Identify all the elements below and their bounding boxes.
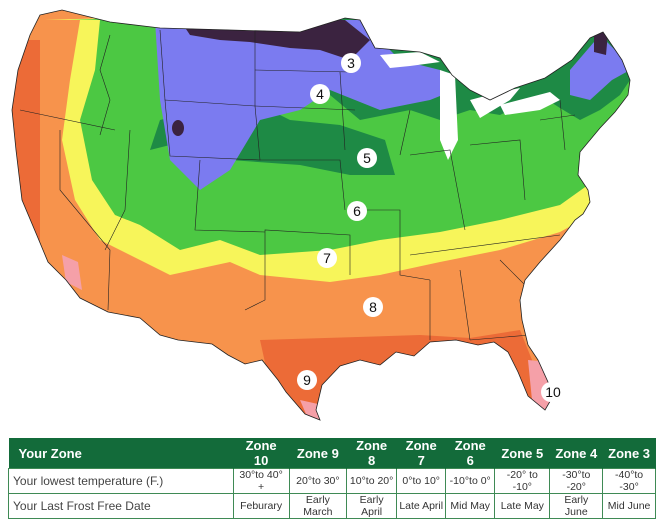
row-label: Your Last Frost Free Date	[8, 493, 234, 519]
zone-8-marker: 8	[363, 297, 383, 317]
table-cell: Early March	[288, 493, 348, 519]
table-row-lowest-temperature: Your lowest temperature (F.) 30°to 40° +…	[8, 468, 656, 494]
table-cell: Late May	[494, 493, 551, 519]
zone-9-marker: 9	[297, 370, 317, 390]
header-your-zone: Your Zone	[8, 438, 234, 469]
us-map-graphic	[11, 9, 631, 421]
zone-10-marker: 10	[541, 382, 565, 402]
table-cell: -10°to 0°	[445, 468, 496, 494]
table-cell: 0°to 10°	[396, 468, 447, 494]
zone-legend-table: Your Zone Zone 10 Zone 9 Zone 8 Zone 7 Z…	[8, 438, 656, 519]
zone-5-marker: 5	[357, 148, 377, 168]
table-cell: 20°to 30°	[288, 468, 348, 494]
zone-6-marker: 6	[347, 201, 367, 221]
table-cell: Feburary	[232, 493, 290, 519]
table-cell: Late April	[396, 493, 447, 519]
hardiness-zone-map: 3 4 5 6 7 8 9 10	[11, 9, 631, 421]
header-zone-7: Zone 7	[396, 438, 447, 469]
zone-3-marker: 3	[341, 53, 361, 73]
header-zone-8: Zone 8	[346, 438, 398, 469]
zone-4-marker: 4	[310, 84, 330, 104]
zone-7-marker: 7	[317, 248, 337, 268]
table-row-last-frost-date: Your Last Frost Free Date Feburary Early…	[8, 493, 656, 519]
table-cell: -30°to -20°	[549, 468, 604, 494]
table-cell: Mid June	[602, 493, 656, 519]
table-header-row: Your Zone Zone 10 Zone 9 Zone 8 Zone 7 Z…	[8, 438, 656, 469]
table-cell: Mid May	[445, 493, 496, 519]
table-cell: Early April	[346, 493, 398, 519]
table-cell: -40°to -30°	[602, 468, 656, 494]
header-zone-9: Zone 9	[289, 438, 348, 469]
table-cell: 30°to 40° +	[232, 468, 290, 494]
header-zone-5: Zone 5	[494, 438, 551, 469]
header-zone-6: Zone 6	[445, 438, 496, 469]
row-label: Your lowest temperature (F.)	[8, 468, 234, 494]
table-cell: Early June	[549, 493, 604, 519]
table-cell: -20° to -10°	[494, 468, 551, 494]
header-zone-10: Zone 10	[233, 438, 290, 469]
table-cell: 10°to 20°	[346, 468, 398, 494]
header-zone-3: Zone 3	[602, 438, 656, 469]
header-zone-4: Zone 4	[549, 438, 604, 469]
